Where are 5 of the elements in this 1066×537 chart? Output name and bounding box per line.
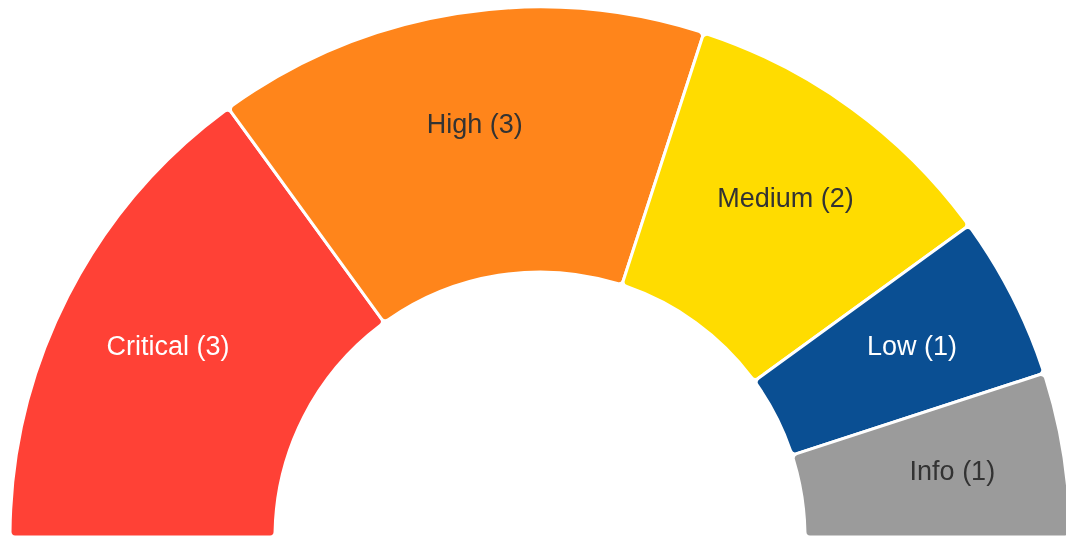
slice-label: Low (1) bbox=[866, 331, 958, 362]
slice-label: Critical (3) bbox=[106, 331, 230, 362]
slice-label: Info (1) bbox=[909, 455, 996, 486]
slice-label: High (3) bbox=[426, 108, 523, 139]
slice-label: Medium (2) bbox=[717, 183, 854, 214]
